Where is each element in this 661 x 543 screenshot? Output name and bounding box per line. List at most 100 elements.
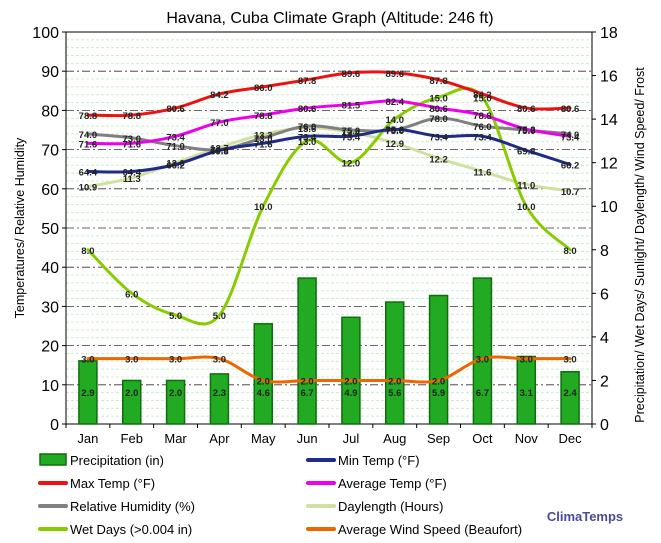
data-label: 2.0	[388, 376, 401, 387]
x-tick-label: Aug	[383, 431, 406, 446]
y-axis-left-label: Temperatures/ Relative Humidity	[13, 137, 27, 318]
data-label: 73.4	[166, 132, 185, 143]
x-tick-label: Jun	[297, 431, 318, 446]
precipitation-bar	[428, 294, 449, 425]
brand-label: ClimaTemps	[547, 509, 623, 524]
data-label: 87.8	[429, 76, 448, 87]
data-label: 74.0	[561, 130, 580, 141]
precipitation-bar	[341, 316, 361, 425]
y-right-tick-label: 2	[600, 373, 609, 390]
data-label: 78.8	[123, 111, 142, 122]
precipitation-bar	[78, 360, 98, 425]
data-label: 81.5	[342, 101, 361, 112]
data-label: 69.8	[517, 146, 536, 157]
data-label: 12.9	[386, 139, 405, 150]
data-label: 74.0	[79, 130, 98, 141]
data-label: 73.0	[254, 134, 273, 145]
y-left-tick-label: 20	[41, 339, 59, 356]
y-left-tick-label: 100	[32, 25, 59, 42]
data-label: 3.1	[520, 388, 534, 399]
data-label: 87.8	[298, 76, 317, 87]
data-label: 3.0	[520, 355, 533, 366]
data-label: 3.0	[563, 355, 576, 366]
y-right-tick-label: 14	[600, 112, 618, 129]
data-label: 2.4	[563, 388, 577, 399]
data-label: 76.0	[298, 122, 317, 133]
x-tick-label: Feb	[121, 431, 143, 446]
data-label: 11.6	[473, 167, 491, 178]
data-label: 15.0	[473, 93, 492, 104]
data-label: 5.6	[388, 388, 401, 399]
data-label: 2.0	[169, 388, 182, 399]
data-label: 84.2	[210, 90, 229, 101]
data-label: 10.0	[517, 202, 536, 213]
data-label: 78.0	[429, 114, 448, 125]
data-label: 12.7	[210, 143, 229, 154]
y-right-tick-label: 4	[600, 330, 609, 347]
data-label: 3.0	[125, 355, 138, 366]
x-tick-label: Oct	[472, 431, 493, 446]
x-tick-label: Jan	[77, 431, 98, 446]
data-label: 2.0	[257, 376, 270, 387]
data-label: 2.3	[213, 388, 226, 399]
plot-area: 0 10 20 30 40 50 60 70 80 90 100 0 2 4 6 8 10 12 14 16 18 Jan…	[32, 25, 618, 446]
series-line	[86, 127, 572, 174]
x-tick-label: Dec	[559, 431, 583, 446]
y-right-tick-label: 16	[600, 69, 618, 86]
data-label: 2.0	[300, 376, 313, 387]
precipitation-bar	[209, 373, 230, 425]
data-label: 75.0	[386, 126, 405, 137]
data-label: 71.0	[166, 142, 185, 153]
data-label: 80.6	[429, 104, 448, 115]
data-label: 13.3	[254, 130, 273, 141]
data-label: 82.4	[386, 97, 405, 108]
y-left-tick-label: 0	[50, 417, 59, 434]
data-label: 11.0	[517, 180, 535, 191]
legend-label: Relative Humidity (%)	[70, 499, 195, 514]
y-right-tick-label: 10	[600, 199, 618, 216]
data-label: 3.0	[81, 355, 94, 366]
legend-label: Wet Days (>0.004 in)	[70, 522, 192, 537]
data-label: 71.6	[254, 139, 273, 150]
legend-label: Average Temp (°F)	[338, 476, 447, 491]
legend-swatch-bar	[39, 453, 67, 466]
precipitation-bar	[122, 379, 142, 425]
data-label: 4.9	[344, 388, 357, 399]
data-label: 69.8	[210, 146, 229, 157]
data-label: 75.0	[517, 126, 536, 137]
y-right-tick-label: 6	[600, 286, 609, 303]
x-tick-label: Mar	[164, 431, 187, 446]
data-label: 11.3	[123, 174, 141, 185]
data-label: 13.4	[342, 128, 361, 139]
data-label: 3.0	[169, 355, 182, 366]
y-right-tick-label: 12	[600, 156, 618, 173]
precipitation-bar	[516, 355, 536, 425]
data-label: 2.9	[81, 388, 94, 399]
data-label: 89.6	[386, 69, 405, 80]
data-label: 78.8	[79, 111, 98, 122]
data-label: 10.7	[561, 187, 580, 198]
legend-label: Daylength (Hours)	[338, 499, 444, 514]
data-label: 12.0	[166, 159, 185, 170]
legend: Precipitation (in) Min Temp (°F) Max Temp …	[38, 453, 522, 537]
legend-label: Min Temp (°F)	[338, 453, 420, 468]
data-label: 12.0	[342, 159, 361, 170]
y-axis-right-label: Precipitation/ Wet Days/ Sunlight/ Dayle…	[633, 67, 647, 423]
data-label: 84.2	[473, 90, 492, 101]
data-label: 6.7	[300, 388, 313, 399]
data-label: 80.6	[561, 104, 580, 115]
data-label: 15.0	[429, 93, 448, 104]
legend-label: Precipitation (in)	[70, 453, 164, 468]
data-label: 78.8	[473, 111, 492, 122]
data-label: 78.8	[254, 111, 273, 122]
data-label: 80.6	[298, 104, 317, 115]
precipitation-bar	[253, 323, 273, 425]
data-label: 2.0	[432, 376, 445, 387]
data-label: 73.4	[473, 132, 492, 143]
data-label: 5.0	[213, 311, 226, 322]
data-label: 13.6	[298, 124, 317, 135]
precipitation-bar	[472, 277, 493, 425]
y-left-tick-label: 90	[41, 64, 59, 81]
data-label: 3.0	[213, 355, 226, 366]
